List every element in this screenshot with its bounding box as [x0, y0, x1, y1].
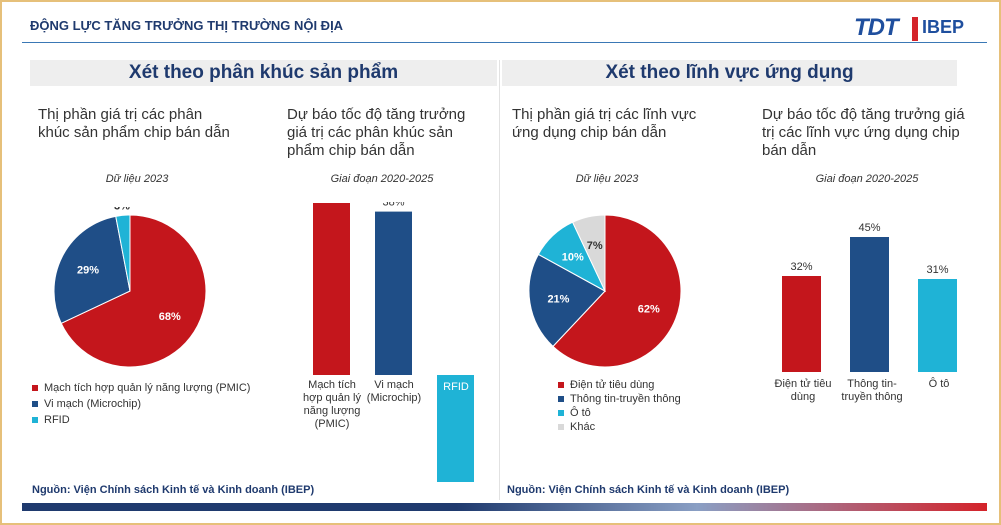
- tdt-logo: TDT: [854, 14, 899, 41]
- legend-label: Thông tin-truyền thông: [570, 393, 681, 405]
- ibep-logo-mark: [912, 17, 918, 41]
- pie-label-3: 7%: [587, 240, 603, 252]
- legend-item-other: Khác: [558, 420, 758, 434]
- pie-label-2: 3%: [114, 207, 130, 212]
- pie-label-1: 21%: [547, 293, 569, 305]
- pie-slice-0: [552, 214, 682, 368]
- bar2-category-ict: Thông tin-truyền thông: [841, 378, 903, 403]
- pie-slice-2: [115, 214, 131, 292]
- bar-2: [437, 375, 474, 482]
- legend-item-consumer: Điện tử tiêu dùng: [558, 378, 758, 392]
- pie-label-1: 29%: [77, 265, 99, 277]
- bar-0: [313, 203, 350, 375]
- bar2-category-consumer: Điện tử tiêu dùng: [774, 378, 832, 403]
- legend-label: RFID: [44, 414, 70, 426]
- bar-chart-application-growth: 32% 45% 31%: [782, 222, 957, 372]
- pie1-heading: Thị phần giá trị các phân khúc sản phẩm …: [38, 106, 230, 141]
- bar-chart-product-growth: 40%38%-25%: [313, 202, 474, 482]
- pie-slice-0: [60, 214, 207, 368]
- section-left-title: Xét theo phân khúc sản phẩm: [30, 60, 497, 86]
- bar-0: [782, 276, 821, 372]
- pie-label-2: 10%: [562, 252, 584, 264]
- bar1-subtitle: Giai đoạn 2020-2025: [330, 173, 434, 185]
- bar1-heading: Dự báo tốc độ tăng trưởng giá trị các ph…: [287, 106, 466, 159]
- legend-label: Mạch tích hợp quản lý năng lượng (PMIC): [44, 382, 251, 394]
- legend-swatch: [32, 401, 38, 407]
- bar-label-1: 38%: [382, 202, 404, 209]
- pie-chart-application-fields: 62% 21% 10%7%: [528, 214, 682, 368]
- pie-slice-1: [53, 215, 131, 325]
- bar-label-0: 32%: [790, 261, 812, 273]
- bar-1: [375, 211, 412, 375]
- bar2-category-auto: Ô tô: [928, 378, 950, 390]
- pie-chart-product-segments: 68% 29% 3%: [53, 207, 207, 368]
- legend-item-pmic: Mạch tích hợp quản lý năng lượng (PMIC): [32, 380, 292, 396]
- bar-1: [850, 237, 889, 372]
- pie1-subtitle: Dữ liệu 2023: [105, 173, 169, 185]
- bar-label-2: 31%: [926, 264, 948, 276]
- header-divider: [22, 42, 987, 43]
- bar1-category-rfid: RFID: [443, 381, 469, 393]
- source-note-right: Nguồn: Viện Chính sách Kinh tế và Kinh d…: [507, 484, 790, 496]
- legend-label: Ô tô: [570, 407, 591, 419]
- legend-swatch: [32, 385, 38, 391]
- bar2-heading: Dự báo tốc độ tăng trưởng giá trị các lĩ…: [762, 106, 965, 159]
- ibep-logo: IBEP: [922, 17, 965, 37]
- legend-item-rfid: RFID: [32, 412, 292, 428]
- legend-swatch: [558, 424, 564, 430]
- section-divider: [499, 60, 500, 500]
- bar-2: [918, 279, 957, 372]
- legend-item-ict: Thông tin-truyền thông: [558, 392, 758, 406]
- legend-item-auto: Ô tô: [558, 406, 758, 420]
- legend-item-microchip: Vi mạch (Microchip): [32, 396, 292, 412]
- source-note-left: Nguồn: Viện Chính sách Kinh tế và Kinh d…: [32, 484, 315, 496]
- bar1-category-microchip: Vi mạch (Microchip): [366, 379, 422, 404]
- pie-label-0: 62%: [638, 303, 660, 315]
- legend-swatch: [558, 382, 564, 388]
- legend-label: Vi mạch (Microchip): [44, 398, 141, 410]
- pie1-legend: Mạch tích hợp quản lý năng lượng (PMIC) …: [32, 380, 292, 428]
- legend-label: Khác: [570, 421, 596, 433]
- pie2-heading: Thị phần giá trị các lĩnh vực ứng dụng c…: [512, 106, 697, 141]
- legend-label: Điện tử tiêu dùng: [570, 379, 655, 391]
- slide-title: ĐỘNG LỰC TĂNG TRƯỞNG THỊ TRƯỜNG NỘI ĐỊA: [30, 18, 344, 33]
- pie-slice-1: [528, 253, 606, 348]
- pie-slice-3: [571, 214, 606, 292]
- legend-swatch: [32, 417, 38, 423]
- pie2-subtitle: Dữ liệu 2023: [575, 173, 639, 185]
- legend-swatch: [558, 396, 564, 402]
- footer-bar: [22, 503, 987, 511]
- bar2-subtitle: Giai đoạn 2020-2025: [815, 173, 919, 185]
- pie2-legend: Điện tử tiêu dùng Thông tin-truyền thông…: [558, 378, 758, 434]
- section-right-title: Xét theo lĩnh vực ứng dụng: [502, 60, 957, 86]
- bar1-category-pmic: Mạch tích hợp quản lý năng lượng (PMIC): [303, 379, 361, 430]
- legend-swatch: [558, 410, 564, 416]
- pie-label-0: 68%: [159, 311, 181, 323]
- bar-label-1: 45%: [858, 222, 880, 234]
